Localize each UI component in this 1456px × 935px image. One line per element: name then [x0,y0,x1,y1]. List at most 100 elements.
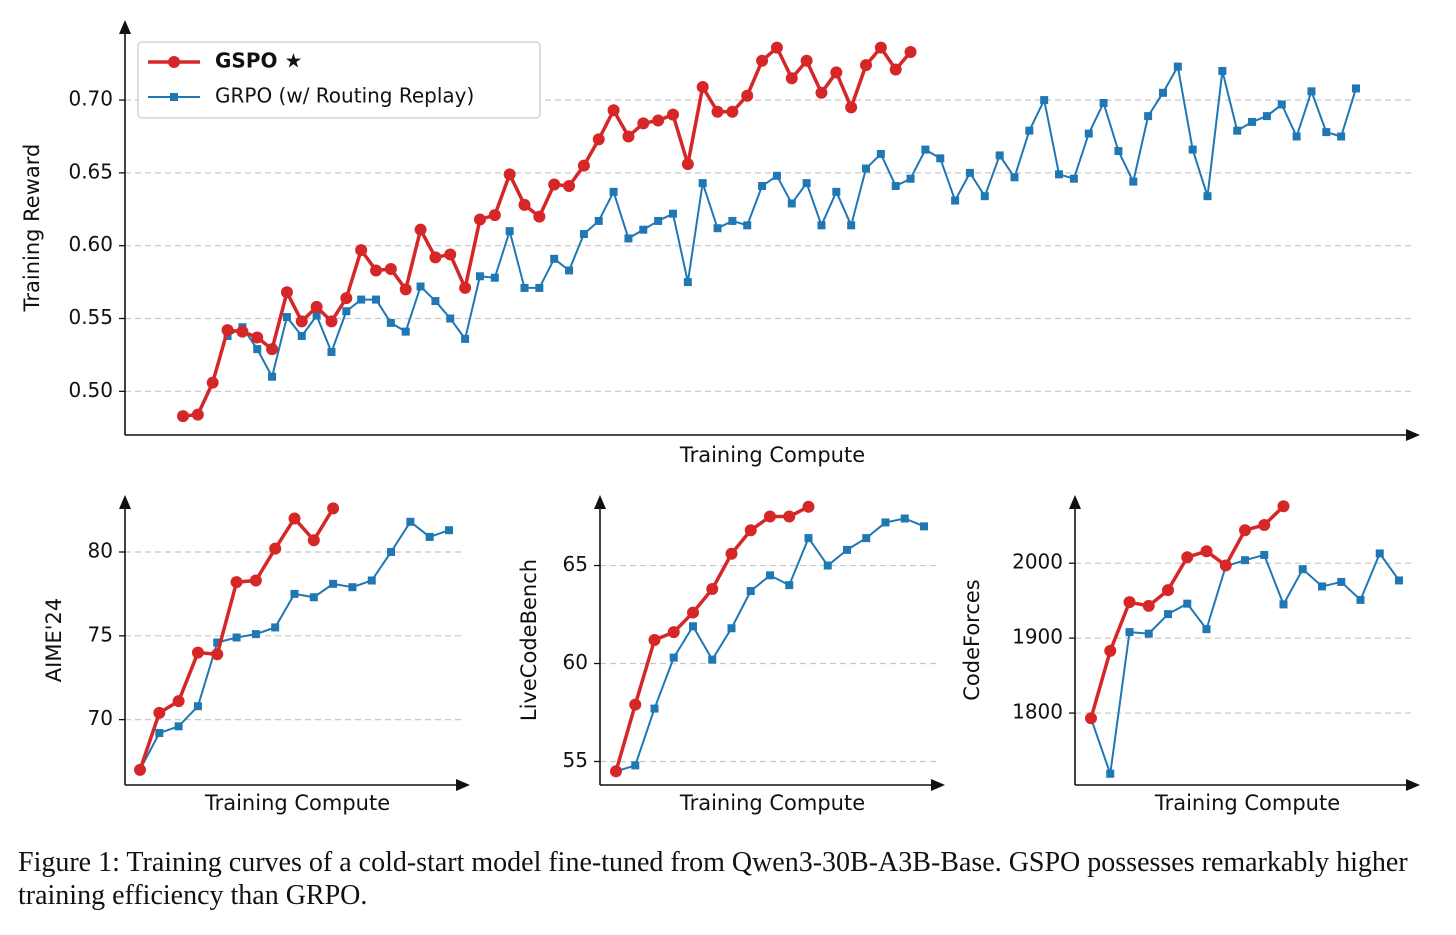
point [1248,117,1257,126]
point [266,343,279,356]
point [425,532,434,541]
point [1318,582,1326,591]
point [550,254,559,263]
point [727,624,736,633]
point [830,66,843,79]
point [815,86,828,99]
point [654,216,663,225]
point [327,502,340,515]
series-line [1090,552,1400,775]
legend-label: GRPO (w/ Routing Replay) [215,84,474,108]
point [503,168,516,181]
point [622,130,635,143]
point [206,376,219,389]
point [1129,177,1138,186]
point [607,104,620,117]
point [282,313,291,322]
y-tick-label: 0.60 [68,232,113,256]
point [1055,170,1064,179]
point [1183,599,1192,608]
point [177,410,189,423]
point [563,180,576,192]
point [535,283,544,292]
point [1258,518,1271,531]
point [843,545,851,554]
point [473,213,486,226]
point [310,300,323,313]
point [689,622,697,631]
point [565,266,574,275]
point [251,331,264,344]
point [1069,174,1078,183]
point [698,179,707,188]
point [1356,595,1365,604]
point [1181,551,1194,564]
point [172,695,185,708]
point [340,292,353,305]
caption: Figure 1: Training curves of a cold-star… [18,847,1408,911]
point [669,653,678,662]
point [1040,96,1049,105]
point [1279,600,1288,609]
point [758,182,767,190]
point [295,315,308,328]
point [900,514,909,523]
point [355,244,368,257]
point [1173,62,1182,71]
point [802,500,815,513]
point [817,221,826,230]
point [1123,596,1136,609]
point [269,542,282,555]
point [772,171,781,180]
point [1025,126,1034,135]
y-arrow [594,495,606,509]
point [592,133,605,146]
point [416,282,425,291]
y-tick-label: 75 [88,622,113,646]
point [1084,129,1093,138]
point [1144,629,1153,638]
point [1219,559,1232,572]
y-arrow [1069,495,1081,509]
point [1085,712,1097,725]
point [666,108,679,121]
point [505,227,514,236]
point [342,307,351,316]
point [764,510,776,523]
point [766,571,774,580]
point [1164,610,1172,619]
point [1277,100,1286,109]
point [1144,112,1153,121]
point [348,583,357,592]
point [370,264,383,277]
point [249,574,262,587]
point [889,63,902,76]
point [708,655,717,664]
point [431,297,440,306]
point [881,518,890,527]
point [726,105,739,118]
point [862,164,871,173]
point [1262,112,1271,121]
point [230,576,243,589]
point [847,221,856,230]
point [920,522,928,531]
figure: 0.50 0.55 0.60 0.65 0.70 Training Compute Trai… [20,20,1420,815]
point [1106,769,1115,778]
point [648,634,661,646]
point [980,192,989,201]
point [1322,128,1331,137]
point [1114,147,1123,156]
point [1395,576,1403,585]
point [446,314,455,323]
y-tick-label: 0.70 [68,87,113,111]
series-line [139,520,450,771]
point [995,151,1004,160]
point [728,216,737,225]
point [725,547,738,560]
point [372,295,381,304]
point [312,311,321,320]
point [280,286,293,299]
y-tick-label: 65 [563,552,588,576]
